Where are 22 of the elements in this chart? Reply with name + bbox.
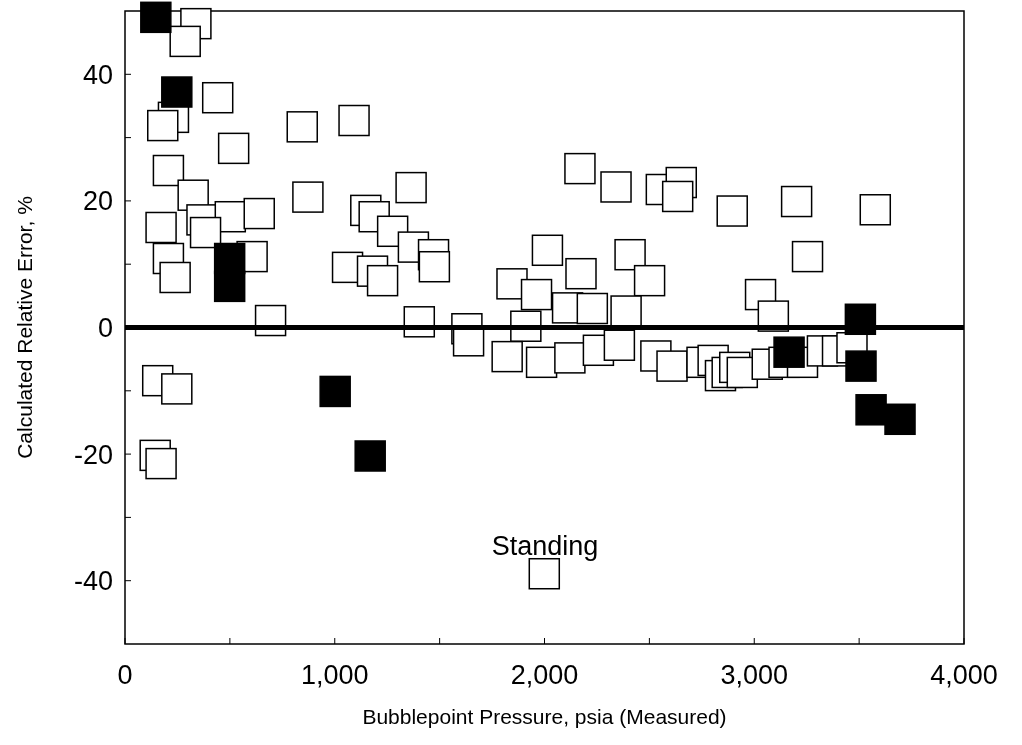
x-tick-label: 2,000 (510, 660, 579, 690)
y-tick-label: -40 (73, 566, 113, 597)
y-axis-title: Calculated Relative Error, % (13, 196, 36, 459)
point (354, 440, 386, 472)
x-tick-label: 4,000 (930, 660, 998, 690)
point (845, 350, 877, 382)
y-tick-label: -20 (73, 439, 113, 470)
y-tick-label: 40 (82, 59, 113, 90)
y-tick-label: 0 (97, 312, 113, 343)
point (140, 1, 172, 34)
point (773, 336, 805, 368)
x-tick-label: 3,000 (720, 660, 789, 690)
x-tick-label: 0 (117, 660, 133, 690)
y-tick-label: 20 (82, 186, 113, 217)
point (319, 375, 351, 408)
annotation: Standing (491, 531, 599, 561)
x-tick-label: 1,000 (300, 660, 369, 690)
x-axis-title: Bubblepoint Pressure, psia (Measured) (362, 705, 727, 728)
point (884, 403, 916, 436)
point (855, 394, 887, 426)
point (161, 76, 193, 108)
point (213, 270, 246, 303)
